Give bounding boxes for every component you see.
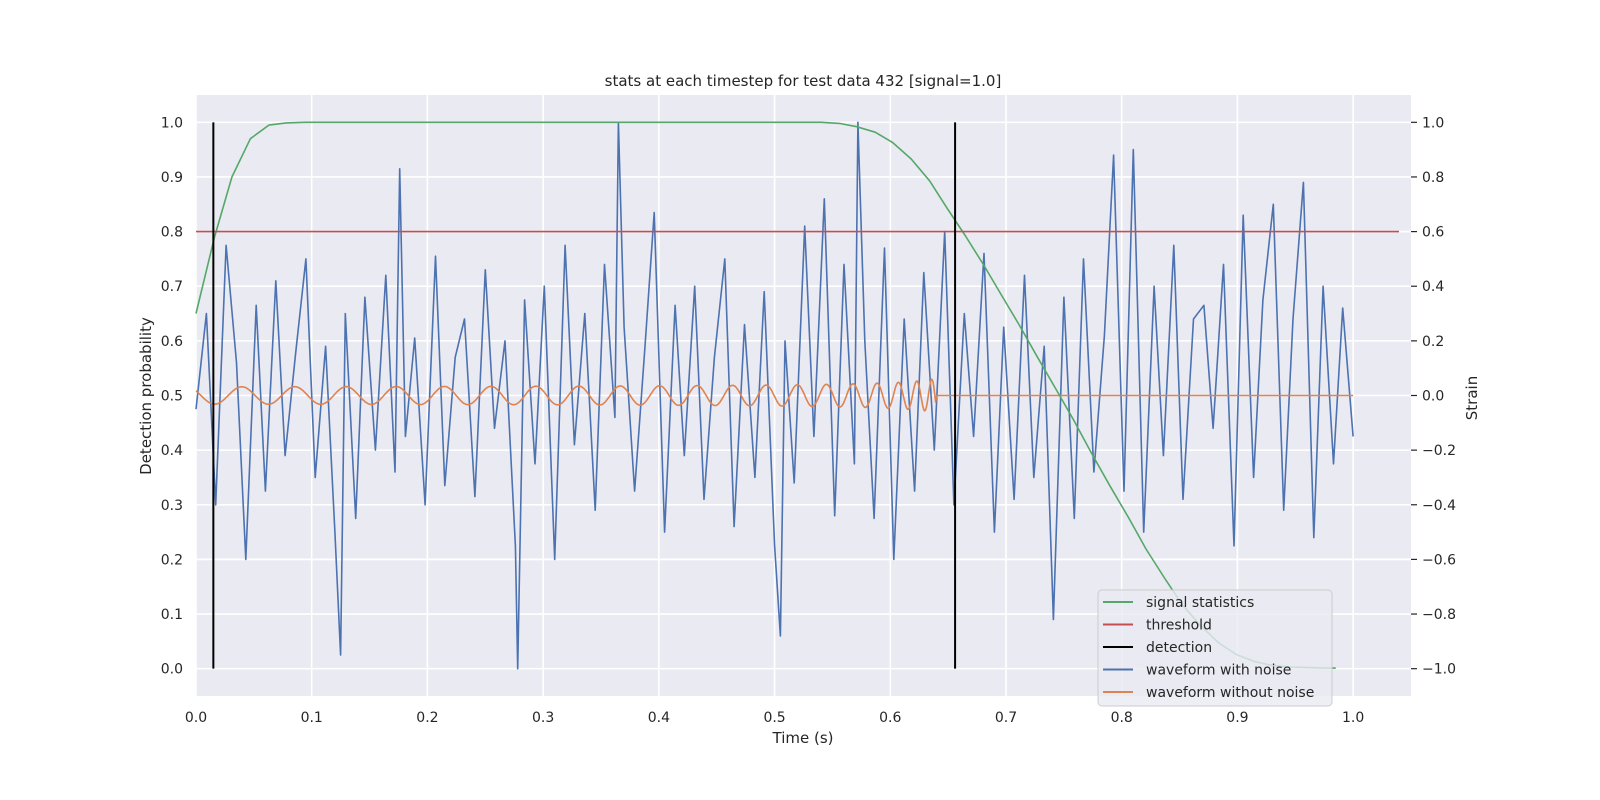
y-right-tick-label: −1.0 xyxy=(1422,662,1456,678)
x-tick-label: 0.3 xyxy=(532,710,554,726)
y-tick-label: 0.8 xyxy=(161,225,183,241)
chart-title: stats at each timestep for test data 432… xyxy=(605,72,1002,90)
legend-label: waveform with noise xyxy=(1146,663,1291,679)
x-tick-label: 0.2 xyxy=(416,710,438,726)
y-tick-label: 1.0 xyxy=(161,115,183,131)
y-right-tick-label: −0.2 xyxy=(1422,443,1456,459)
x-tick-label: 0.4 xyxy=(648,710,670,726)
legend-label: signal statistics xyxy=(1146,595,1254,611)
y-tick-label: 0.0 xyxy=(161,662,183,678)
y-tick-label: 0.4 xyxy=(161,443,183,459)
y-right-axis-label: Strain xyxy=(1463,376,1481,420)
legend-label: detection xyxy=(1146,640,1212,656)
y-right-tick-label: −0.6 xyxy=(1422,552,1456,568)
y-right-tick-label: 0.4 xyxy=(1422,279,1444,295)
y-tick-label: 0.5 xyxy=(161,389,183,405)
y-right-tick-label: 0.0 xyxy=(1422,389,1444,405)
y-tick-label: 0.2 xyxy=(161,552,183,568)
x-tick-label: 0.8 xyxy=(1111,710,1133,726)
x-axis-ticks: 0.0 0.1 0.2 0.3 0.4 0.5 0.6 0.7 0.8 0.9 1.0 xyxy=(185,710,1364,726)
legend-label: waveform without noise xyxy=(1146,685,1314,701)
legend-box xyxy=(1097,589,1333,707)
legend: signal statistics threshold detection wavef… xyxy=(1097,589,1333,707)
y-axis-label: Detection probability xyxy=(137,317,155,475)
x-tick-label: 1.0 xyxy=(1342,710,1364,726)
x-tick-label: 0.1 xyxy=(301,710,323,726)
y-right-tick-label: 1.0 xyxy=(1422,115,1444,131)
x-tick-label: 0.9 xyxy=(1226,710,1248,726)
y-axis-ticks: 0.0 0.1 0.2 0.3 0.4 0.5 0.6 0.7 0.8 0.9 1.0 xyxy=(161,115,183,677)
y-tick-label: 0.6 xyxy=(161,334,183,350)
series-line-waveform-without-noise xyxy=(195,378,1354,412)
x-tick-label: 0.5 xyxy=(763,710,785,726)
y-tick-label: 0.3 xyxy=(161,498,183,514)
series-line-waveform-with-noise xyxy=(195,121,1354,670)
x-tick-label: 0.7 xyxy=(995,710,1017,726)
y-tick-label: 0.7 xyxy=(161,279,183,295)
y-right-tick-label: 0.6 xyxy=(1422,225,1444,241)
y-tick-label: 0.9 xyxy=(161,170,183,186)
y-right-tick-label: −0.8 xyxy=(1422,607,1456,623)
x-axis-label: Time (s) xyxy=(772,729,834,747)
x-tick-label: 0.6 xyxy=(879,710,901,726)
y-right-tick-label: 0.8 xyxy=(1422,170,1444,186)
y-right-tick-label: 0.2 xyxy=(1422,334,1444,350)
y-right-tick-label: −0.4 xyxy=(1422,498,1456,514)
x-tick-label: 0.0 xyxy=(185,710,207,726)
y-right-axis-ticks: −1.0 −0.8 −0.6 −0.4 −0.2 0.0 0.2 0.4 0.6 0.8 1.0 xyxy=(1411,115,1456,678)
legend-label: threshold xyxy=(1146,618,1212,634)
y-tick-label: 0.1 xyxy=(161,607,183,623)
